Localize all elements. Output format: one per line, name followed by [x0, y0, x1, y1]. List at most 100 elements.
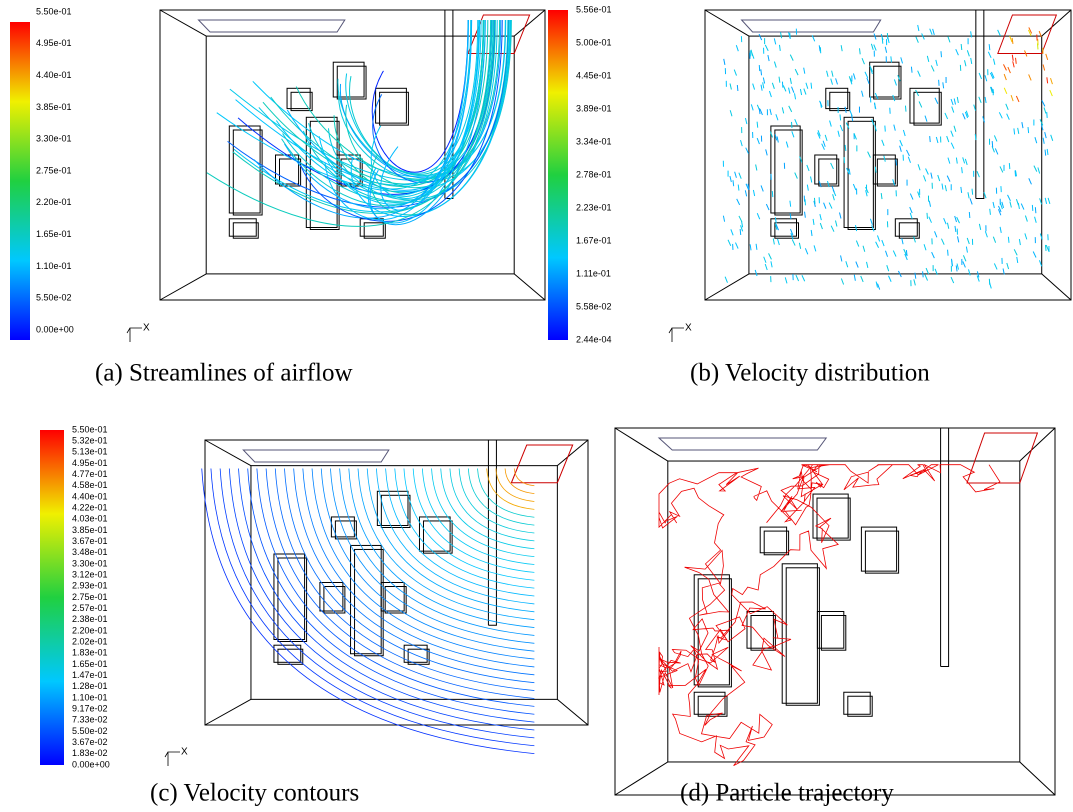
colorbar-label: 4.95e-01 [36, 38, 72, 48]
outlet [659, 438, 826, 450]
partition [976, 10, 990, 199]
velocity-vector [1025, 216, 1027, 222]
colorbar-label: 1.47e-01 [72, 670, 108, 680]
velocity-vector [742, 221, 743, 227]
furniture-inner [423, 521, 452, 553]
velocity-vector [832, 186, 834, 192]
velocity-vector [891, 56, 892, 62]
velocity-vector [905, 106, 906, 112]
colorbar-label: 5.50e-02 [36, 293, 72, 303]
velocity-vector [874, 103, 875, 109]
velocity-vector [956, 49, 959, 55]
velocity-vector [785, 277, 787, 283]
velocity-vector [830, 121, 832, 127]
velocity-vector [902, 238, 903, 244]
velocity-vector [1003, 64, 1006, 70]
velocity-vector [993, 237, 995, 243]
colorbar-label: 1.10e-01 [72, 692, 108, 702]
velocity-vector [853, 73, 855, 79]
velocity-vector [778, 239, 780, 245]
velocity-vector [854, 275, 855, 281]
velocity-vector [1004, 88, 1007, 94]
velocity-vector [725, 277, 727, 283]
velocity-vector [833, 194, 835, 200]
velocity-vector [805, 248, 807, 254]
velocity-vector [1013, 61, 1014, 67]
outlet [243, 450, 389, 462]
velocity-vector [876, 282, 877, 288]
velocity-vector [882, 140, 884, 146]
velocity-vector [914, 236, 916, 242]
velocity-vector [839, 213, 840, 219]
velocity-vector [955, 216, 957, 222]
colorbar-label: 2.75e-01 [72, 592, 108, 602]
velocity-vector [954, 126, 956, 132]
velocity-vector [875, 93, 878, 99]
velocity-vector [757, 122, 758, 128]
colorbar-label: 5.56e-01 [576, 4, 612, 14]
velocity-vector [868, 152, 871, 158]
colorbar-label: 2.75e-01 [36, 165, 72, 175]
contour-line [478, 469, 535, 518]
velocity-vector [782, 107, 783, 113]
velocity-vector [956, 158, 957, 164]
velocity-vector [965, 60, 966, 66]
colorbar-label: 3.30e-01 [72, 558, 108, 568]
contour-line [376, 469, 534, 604]
velocity-vector [757, 213, 759, 219]
velocity-vector [1000, 227, 1001, 233]
axis-label: X [181, 747, 188, 758]
velocity-vector [947, 223, 948, 229]
colorbar-label: 2.57e-01 [72, 603, 108, 613]
colorbar-label: 1.10e-01 [36, 261, 72, 271]
velocity-vector [967, 50, 969, 56]
velocity-vector [985, 231, 987, 237]
velocity-vector [1046, 54, 1048, 60]
axis-triad [127, 328, 142, 342]
velocity-vector [802, 275, 805, 281]
velocity-vector [765, 264, 767, 270]
furniture-inner [381, 495, 410, 527]
velocity-vector [882, 38, 883, 44]
velocity-vector [811, 177, 812, 183]
velocity-vector [926, 268, 928, 274]
velocity-vector [998, 30, 1001, 36]
velocity-vector [992, 146, 994, 152]
velocity-vector [877, 284, 879, 290]
velocity-vector [769, 253, 772, 259]
colorbar-label: 1.65e-01 [36, 229, 72, 239]
streamline [254, 20, 468, 218]
velocity-vector [945, 185, 946, 191]
velocity-vector [730, 176, 731, 182]
furniture [694, 575, 729, 685]
velocity-vector [1029, 74, 1032, 80]
velocity-vector [790, 213, 791, 219]
figure: 5.50e-014.95e-014.40e-013.85e-013.30e-01… [0, 0, 1073, 812]
velocity-vector [1007, 263, 1009, 269]
colorbar-label: 5.50e-01 [72, 424, 108, 434]
velocity-vector [1047, 149, 1048, 155]
velocity-vector [881, 193, 882, 199]
velocity-vector [841, 278, 843, 284]
velocity-vector [957, 97, 958, 103]
furniture-inner [385, 587, 406, 614]
velocity-vector [862, 58, 864, 64]
velocity-vector [728, 240, 731, 246]
velocity-vector [961, 187, 962, 193]
velocity-vector [790, 78, 791, 84]
velocity-vector [888, 37, 889, 43]
velocity-vector [795, 93, 796, 99]
velocity-vector [955, 226, 956, 232]
axis-triad [165, 752, 180, 766]
velocity-vector [840, 125, 842, 131]
velocity-vector [985, 97, 986, 103]
furniture [813, 494, 848, 538]
velocity-vector [923, 175, 925, 181]
colorbar-label: 5.00e-01 [576, 37, 612, 47]
colorbar-label: 3.89e-01 [576, 103, 612, 113]
velocity-vector [765, 45, 768, 51]
velocity-vector [1019, 239, 1020, 245]
velocity-vector [756, 165, 757, 171]
velocity-vector [835, 221, 836, 227]
velocity-vector [923, 271, 924, 277]
